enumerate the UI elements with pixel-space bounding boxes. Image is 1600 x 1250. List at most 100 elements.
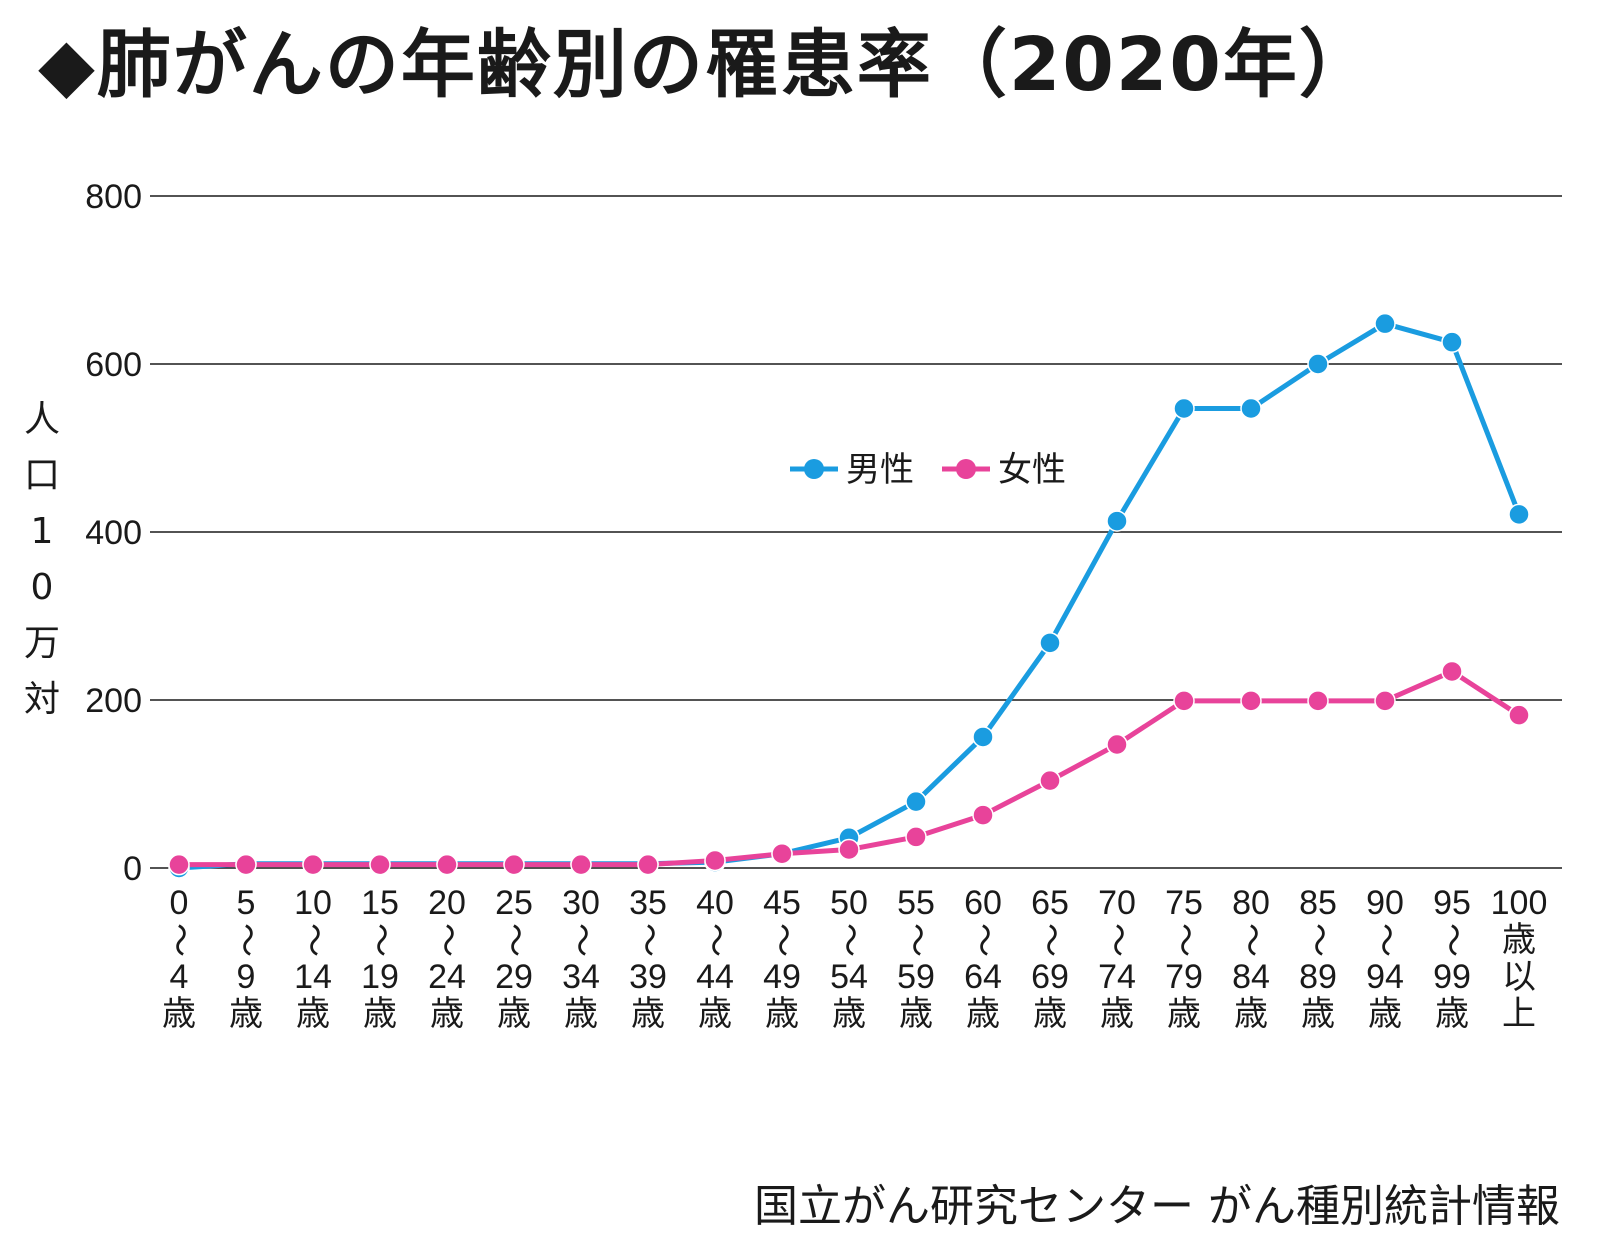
x-category-line: 歳 [899, 995, 933, 1033]
x-category-line: 〜 [629, 923, 667, 957]
legend-label: 男性 [846, 450, 914, 490]
x-category-line: 24 [428, 958, 466, 996]
legend-item-female: 女性 [942, 450, 1066, 490]
male-data-point [1173, 397, 1195, 420]
y-axis-label-char: 対 [23, 679, 60, 720]
x-category-line: 〜 [897, 923, 935, 957]
x-category-line: 歳 [430, 995, 464, 1033]
source-credit: 国立がん研究センター がん種別統計情報 [754, 1181, 1560, 1232]
x-category-line: 85 [1299, 884, 1337, 922]
male-data-point [1106, 510, 1128, 532]
x-category-line: 〜 [830, 923, 868, 957]
male-data-point [1039, 632, 1061, 654]
x-category-line: 69 [1031, 958, 1069, 996]
female-data-point [168, 853, 190, 876]
x-category-line: 90 [1366, 884, 1404, 922]
x-category-line: 歳 [497, 995, 531, 1033]
x-category-labels: 0〜4歳5〜9歳10〜14歳15〜19歳20〜24歳25〜29歳30〜34歳35… [160, 884, 1547, 1033]
x-category-line: 30 [562, 884, 600, 922]
x-category-line: 〜 [763, 923, 801, 957]
x-category-line: 〜 [696, 923, 734, 957]
x-category-line: 歳 [564, 995, 598, 1033]
female-data-point [771, 842, 793, 865]
x-category-label: 5〜9歳 [227, 884, 265, 1033]
x-category-line: 歳 [1301, 995, 1335, 1033]
x-category-line: 0 [170, 884, 189, 922]
male-series-line [176, 321, 1522, 871]
x-category-line: 44 [696, 958, 734, 996]
female-data-point [1039, 769, 1061, 792]
x-category-label: 45〜49歳 [763, 884, 801, 1033]
x-category-line: 20 [428, 884, 466, 922]
x-category-label: 20〜24歳 [428, 884, 466, 1033]
x-category-line: 4 [170, 958, 189, 996]
male-data-point [1307, 353, 1329, 375]
x-category-line: 50 [830, 884, 868, 922]
x-category-line: 歳 [765, 995, 799, 1033]
x-category-line: 60 [964, 884, 1002, 922]
female-data-point [235, 853, 257, 876]
x-category-line: 歳 [1033, 995, 1067, 1033]
female-data-point [1508, 704, 1530, 726]
x-category-line: 歳 [1100, 995, 1134, 1033]
legend-label: 女性 [998, 450, 1066, 490]
x-category-line: 歳 [631, 995, 665, 1033]
x-category-label: 80〜84歳 [1232, 884, 1270, 1033]
x-category-line: 65 [1031, 884, 1069, 922]
x-category-label: 90〜94歳 [1366, 884, 1404, 1033]
x-category-line: 歳 [966, 995, 1000, 1033]
x-category-line: 40 [696, 884, 734, 922]
x-category-line: 〜 [1433, 923, 1471, 957]
female-data-point [1441, 660, 1463, 683]
x-category-line: 10 [294, 884, 332, 922]
x-category-line: 39 [629, 958, 667, 996]
female-data-point [503, 853, 525, 876]
legend-marker [956, 459, 976, 479]
x-category-line: 歳 [698, 995, 732, 1033]
x-category-line: 5 [237, 884, 256, 922]
male-data-point [1374, 312, 1396, 335]
x-category-label: 30〜34歳 [562, 884, 600, 1033]
x-category-line: 49 [763, 958, 801, 996]
y-tick-label: 600 [85, 346, 142, 384]
x-category-line: 歳 [832, 995, 866, 1033]
x-category-line: 〜 [1031, 923, 1069, 957]
x-category-line: 14 [294, 958, 332, 996]
x-category-line: 〜 [160, 923, 198, 957]
series-lines [176, 321, 1522, 871]
female-data-point [436, 853, 458, 876]
x-category-line: 34 [562, 958, 600, 996]
female-data-point [369, 853, 391, 876]
x-category-line: 79 [1165, 958, 1203, 996]
x-category-label: 50〜54歳 [830, 884, 868, 1033]
y-axis-label-char: 1 [30, 511, 54, 552]
x-category-line: 〜 [495, 923, 533, 957]
x-category-label: 0〜4歳 [160, 884, 198, 1033]
male-data-point [1240, 397, 1262, 420]
female-data-point [1374, 690, 1396, 712]
x-category-line: 15 [361, 884, 399, 922]
x-category-line: 歳 [363, 995, 397, 1033]
x-category-line: 〜 [1299, 923, 1337, 957]
x-category-label: 95〜99歳 [1433, 884, 1471, 1033]
y-axis-label-char: 人 [23, 399, 60, 440]
x-category-line: 75 [1165, 884, 1203, 922]
x-category-label: 75〜79歳 [1165, 884, 1203, 1033]
x-category-line: 95 [1433, 884, 1471, 922]
x-category-line: 〜 [1098, 923, 1136, 957]
x-category-line: 〜 [1165, 923, 1203, 957]
male-data-point [1441, 331, 1463, 353]
x-category-line: 歳 [1435, 995, 1469, 1033]
x-category-line: 〜 [361, 923, 399, 957]
x-category-line: 歳 [1234, 995, 1268, 1033]
x-category-label: 55〜59歳 [897, 884, 935, 1033]
legend-item-male: 男性 [790, 450, 914, 490]
female-data-point [704, 849, 726, 872]
x-category-label: 25〜29歳 [495, 884, 533, 1033]
y-tick-label: 200 [85, 682, 142, 720]
legend-marker [804, 459, 824, 479]
x-category-line: 94 [1366, 958, 1404, 996]
x-category-line: 29 [495, 958, 533, 996]
x-category-line: 歳 [162, 995, 196, 1033]
